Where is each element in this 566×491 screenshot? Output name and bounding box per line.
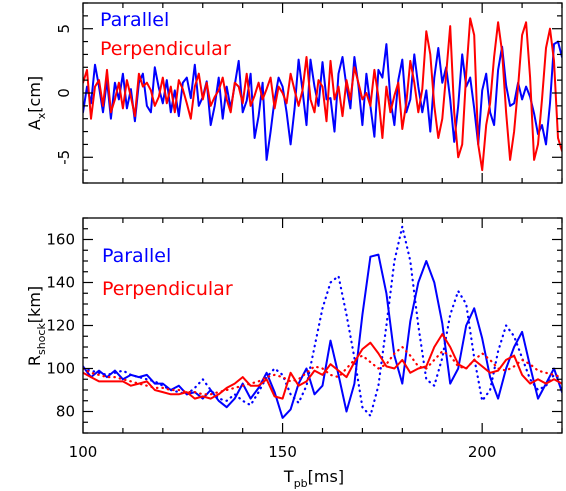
xlabel-sub: pb <box>294 477 308 490</box>
bottom-panel: 100 150 200 80 100 120 140 160 Rshock[km] Paral… <box>25 217 563 490</box>
bottom-series-3-dotted-line <box>83 345 562 396</box>
top-ytick-label-group: 5 <box>55 24 73 34</box>
svg-text:Ax[cm]: Ax[cm] <box>25 76 48 130</box>
top-y-axis-label: Ax[cm] <box>25 76 48 130</box>
bottom-axes: 100 150 200 80 100 120 140 160 <box>46 217 563 461</box>
bottom-ytick-label: 80 <box>56 403 75 421</box>
bottom-ytick-label: 100 <box>46 360 75 378</box>
bottom-series-0-solid-line <box>83 253 562 419</box>
top-ylabel-unit: [cm] <box>25 76 44 113</box>
bottom-ylabel-unit: [km] <box>25 286 44 323</box>
bottom-ylabel-main: R <box>25 355 44 366</box>
bottom-ytick-label: 120 <box>46 317 75 335</box>
top-axes: -5 0 5 <box>55 2 563 184</box>
top-ytick-label-group: -5 <box>55 150 73 165</box>
top-series-1-solid-line <box>83 17 562 172</box>
svg-text:Rshock[km]: Rshock[km] <box>25 286 48 366</box>
top-ytick-label: 5 <box>55 24 73 34</box>
top-legend-parallel: Parallel <box>100 9 169 31</box>
top-ytick-label: 0 <box>55 88 73 98</box>
top-legend-perpendicular: Perpendicular <box>100 38 231 60</box>
xlabel-unit: [ms] <box>308 467 344 486</box>
bottom-series-layer <box>83 225 562 419</box>
top-ylabel-sub: x <box>35 112 48 119</box>
bottom-xtick-label: 200 <box>468 443 497 461</box>
top-ytick-label-group: 0 <box>55 88 73 98</box>
bottom-series-2-solid-line <box>83 333 562 400</box>
xlabel-main: T <box>283 467 294 486</box>
bottom-legend-perpendicular: Perpendicular <box>102 278 233 300</box>
bottom-xtick-label: 150 <box>268 443 297 461</box>
bottom-series-1-dotted-line <box>83 225 562 417</box>
bottom-ylabel-sub: shock <box>35 323 48 355</box>
bottom-legend-parallel: Parallel <box>102 245 171 267</box>
top-panel: -5 0 5 Ax[cm] Parallel Perpendicular <box>25 2 563 184</box>
bottom-xtick-label: 100 <box>69 443 98 461</box>
top-ylabel-main: A <box>25 119 44 130</box>
top-series-0-solid-line <box>83 40 562 161</box>
bottom-ytick-label: 140 <box>46 274 75 292</box>
bottom-y-axis-label: Rshock[km] <box>25 286 48 366</box>
top-series-layer <box>83 17 562 172</box>
top-ytick-label: -5 <box>55 150 73 165</box>
x-axis-label: Tpb[ms] <box>283 467 344 490</box>
bottom-ytick-label: 160 <box>46 231 75 249</box>
